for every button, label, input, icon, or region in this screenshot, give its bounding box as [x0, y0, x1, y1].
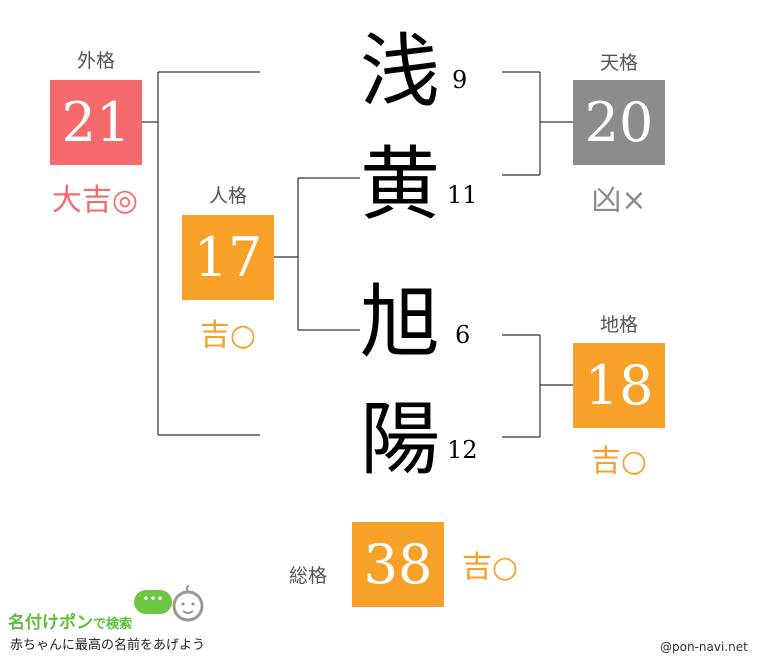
name-char-2: 黄: [360, 138, 440, 231]
gaikaku-result: 大吉◎: [51, 183, 139, 218]
logo-suffix: で検索: [93, 617, 133, 632]
tenkaku-value: 20: [573, 80, 665, 165]
jinkaku-result: 吉○: [199, 318, 257, 353]
name-char-4: 陽: [360, 393, 440, 486]
jinkaku-value: 17: [182, 215, 274, 300]
soukaku-result: 吉○: [461, 550, 519, 585]
chikaku-label: 地格: [599, 314, 638, 336]
stroke-count-1: 9: [452, 66, 468, 94]
name-char-3: 旭: [360, 276, 440, 369]
tenkaku-result: 凶×: [591, 183, 647, 218]
logo-tagline: 赤ちゃんに最高の名前をあげよう: [10, 638, 206, 653]
chikaku-value: 18: [573, 343, 665, 428]
stroke-count-3: 6: [455, 321, 471, 349]
gaikaku-value: 21: [50, 80, 142, 165]
tenkaku-label: 天格: [599, 52, 638, 74]
soukaku-value: 38: [352, 522, 444, 607]
name-char-1: 浅: [360, 25, 440, 118]
logo-title: 名付けポンで検索: [8, 608, 132, 633]
baby-face-icon: [172, 585, 204, 622]
logo-title-text: 名付けポン: [8, 613, 93, 633]
credit: @pon-navi.net: [660, 640, 748, 654]
chikaku-result: 吉○: [590, 444, 648, 479]
speech-bubble-icon: •••: [134, 590, 172, 614]
jinkaku-label: 人格: [208, 185, 247, 207]
soukaku-label: 総格: [288, 565, 327, 587]
stroke-count-4: 12: [447, 436, 478, 464]
gaikaku-label: 外格: [76, 50, 115, 72]
stroke-count-2: 11: [447, 181, 478, 209]
